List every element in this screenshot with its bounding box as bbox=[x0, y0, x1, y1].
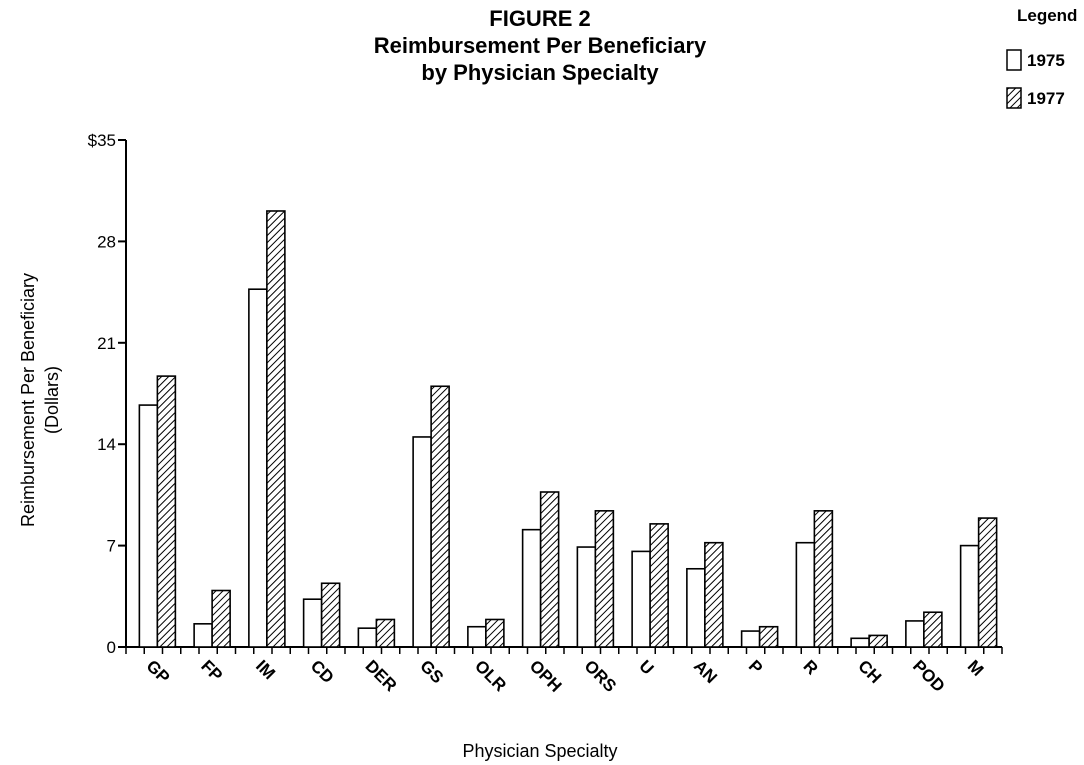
legend-swatch-1975 bbox=[1006, 49, 1022, 71]
category-label-im: IM bbox=[252, 656, 279, 683]
y-tick-label: 14 bbox=[97, 435, 116, 454]
x-axis-label: Physician Specialty bbox=[462, 741, 617, 761]
category-label-an: AN bbox=[690, 656, 721, 687]
category-label-p: P bbox=[745, 656, 766, 677]
bar-1977-r bbox=[813, 510, 834, 648]
bar-1975-ch bbox=[850, 637, 870, 648]
chart-title-line1: Reimbursement Per Beneficiary bbox=[374, 33, 707, 58]
category-label-pod: POD bbox=[909, 656, 948, 695]
y-axis-label-line2: (Dollars) bbox=[42, 366, 62, 434]
legend-swatch-1977 bbox=[1006, 87, 1022, 109]
y-tick-label: 0 bbox=[107, 638, 116, 657]
category-label-gs: GS bbox=[416, 656, 447, 687]
legend: Legend 1975 1977 bbox=[1006, 6, 1077, 109]
category-label-ors: ORS bbox=[581, 656, 620, 695]
bar-1977-im bbox=[266, 210, 286, 648]
legend-title: Legend bbox=[1017, 6, 1077, 25]
category-label-olr: OLR bbox=[471, 656, 510, 695]
bar-1975-olr bbox=[467, 625, 487, 648]
bar-1975-cd bbox=[302, 598, 323, 648]
bar-1977-der bbox=[375, 618, 396, 648]
bar-1975-der bbox=[357, 627, 378, 648]
x-ticks bbox=[125, 647, 1003, 654]
bar-1977-ch bbox=[868, 634, 888, 648]
category-label-r: R bbox=[800, 656, 822, 678]
y-tick-label: 28 bbox=[97, 232, 116, 251]
bar-1977-u bbox=[649, 523, 669, 648]
bar-1977-p bbox=[758, 625, 779, 648]
bar-1975-r bbox=[795, 541, 816, 648]
y-tick-label: $35 bbox=[88, 131, 116, 150]
category-label-gp: GP bbox=[143, 656, 174, 687]
category-label-der: DER bbox=[362, 656, 401, 695]
bar-1975-an bbox=[686, 567, 706, 648]
chart-title-line2: by Physician Specialty bbox=[421, 60, 659, 85]
bar-1975-u bbox=[631, 550, 651, 648]
bar-1975-im bbox=[248, 288, 268, 648]
bar-1975-fp bbox=[193, 623, 213, 648]
y-ticks: 0 7 14 21 28 $35 bbox=[88, 131, 126, 657]
bar-1977-olr bbox=[485, 618, 505, 648]
bar-1977-oph bbox=[539, 491, 560, 648]
bar-1975-oph bbox=[521, 528, 542, 648]
bar-1975-ors bbox=[576, 546, 597, 648]
bar-1975-m bbox=[959, 544, 980, 648]
category-label-cd: CD bbox=[307, 656, 338, 687]
bar-1977-an bbox=[704, 541, 724, 648]
bars bbox=[138, 210, 998, 648]
bar-1977-ors bbox=[594, 510, 615, 648]
category-label-oph: OPH bbox=[526, 656, 565, 695]
legend-label-1975: 1975 bbox=[1027, 51, 1065, 70]
category-label-u: U bbox=[635, 656, 657, 678]
y-tick-label: 7 bbox=[107, 537, 116, 556]
legend-label-1977: 1977 bbox=[1027, 89, 1065, 108]
bar-1977-cd bbox=[320, 582, 341, 648]
category-label-fp: FP bbox=[197, 656, 226, 685]
bar-1975-gs bbox=[412, 436, 432, 648]
bar-1975-p bbox=[740, 630, 761, 648]
bar-1977-m bbox=[977, 517, 998, 648]
bar-1975-gp bbox=[138, 404, 159, 648]
category-label-ch: CH bbox=[854, 656, 885, 687]
category-labels: GP FP IM CD DER GS OLR OPH ORS U AN P R CH POD M bbox=[143, 656, 988, 695]
y-axis-label-line1: Reimbursement Per Beneficiary bbox=[18, 273, 38, 527]
bar-1975-pod bbox=[905, 620, 925, 648]
bar-1977-fp bbox=[211, 589, 231, 648]
bar-1977-pod bbox=[923, 611, 943, 648]
y-tick-label: 21 bbox=[97, 334, 116, 353]
figure-label: FIGURE 2 bbox=[489, 6, 590, 31]
category-label-m: M bbox=[964, 656, 987, 679]
bar-1977-gs bbox=[430, 385, 450, 648]
bar-1977-gp bbox=[156, 375, 177, 648]
